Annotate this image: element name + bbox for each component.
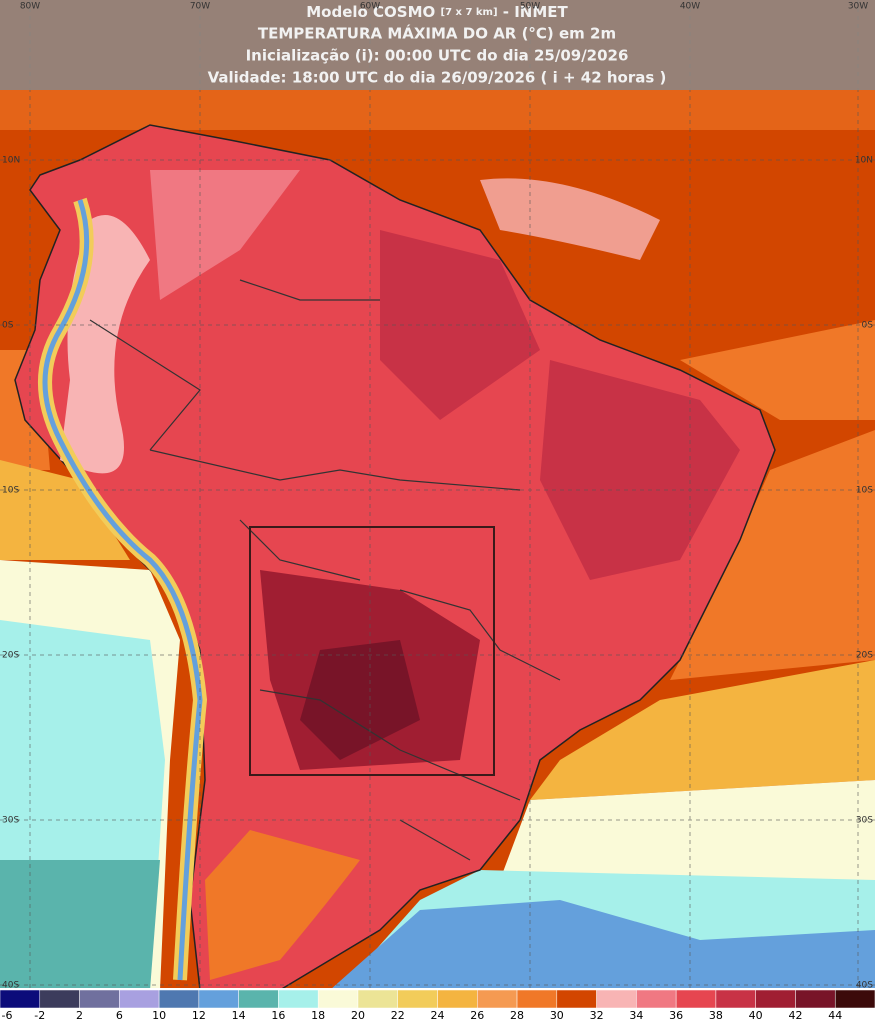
lat-label: 40S [856,981,873,991]
colorbar-label: 12 [192,1009,206,1022]
lon-label: 70W [190,2,210,12]
colorbar-swatch [397,989,438,1009]
lat-label: 20S [2,651,19,661]
lat-label: 30S [2,816,19,826]
lon-label: 30W [848,2,868,12]
colorbar-label: 16 [271,1009,285,1022]
ocean-band [530,660,875,800]
lat-label: 10N [855,156,873,166]
lat-label: 40S [2,981,19,991]
region [150,170,300,300]
colorbar-swatch [596,989,637,1009]
colorbar-label: 24 [431,1009,445,1022]
lat-label: 10N [2,156,20,166]
focus-box [249,526,495,776]
colorbar-swatch [556,989,597,1009]
region [205,830,360,980]
colorbar-label: 28 [510,1009,524,1022]
header-band [0,0,875,90]
ocean-band [0,860,160,990]
init-time: Inicialização (i): 00:00 UTC do dia 25/0… [246,47,629,65]
colorbar-label: -2 [34,1009,45,1022]
continent [14,124,776,991]
ocean-band [0,460,130,560]
colorbar-label: 34 [629,1009,643,1022]
colorbar-swatch [516,989,558,1009]
lat-label: 0S [862,321,874,331]
lat-label: 10S [856,486,873,496]
title-main: Modelo COSMO [306,3,435,21]
colorbar-swatch [834,989,875,1009]
colorbar-label: 10 [152,1009,166,1022]
colorbar-label: 38 [709,1009,723,1022]
ocean-band [680,320,875,420]
colorbar-swatch [357,989,398,1009]
title-org: - INMET [503,3,569,21]
colorbar-label: 26 [470,1009,484,1022]
lon-label: 60W [360,2,380,12]
colorbar-label: 14 [232,1009,246,1022]
region [540,360,740,580]
andes-peaks [42,199,203,981]
colorbar-label: 40 [749,1009,763,1022]
colorbar-label: -6 [2,1009,13,1022]
colorbar-swatch [675,989,717,1009]
ocean-band [330,900,875,990]
lat-label: 20S [856,651,873,661]
colorbar-swatch [39,989,80,1009]
colorbar-swatch [79,989,120,1009]
lon-label: 50W [520,2,540,12]
colorbar-label: 2 [76,1009,83,1022]
colorbar-label: 20 [351,1009,365,1022]
region [300,640,420,760]
colorbar-label: 30 [550,1009,564,1022]
title-res: [7 x 7 km] [441,7,498,18]
colorbar-swatch [636,989,677,1009]
ocean-band [500,780,875,880]
colorbar-swatch [795,989,836,1009]
colorbar-swatch [238,989,279,1009]
colorbar-label: 18 [311,1009,325,1022]
variable: TEMPERATURA MÁXIMA DO AR (°C) em 2m [258,24,616,43]
colorbar-label: 32 [590,1009,604,1022]
title: Modelo COSMO [7 x 7 km] - INMET [306,3,568,21]
colorbar-label: 44 [828,1009,842,1022]
border [89,279,561,861]
colorbar-swatch [278,989,319,1009]
lat-label: 10S [2,486,19,496]
colorbar-swatch [198,989,239,1009]
colorbar-label: 22 [391,1009,405,1022]
colorbar-swatch [119,989,160,1009]
colorbar-swatch [715,989,756,1009]
colorbar-swatch [317,989,359,1009]
cloud-band [480,178,660,260]
colorbar-swatch [477,989,518,1009]
lon-label: 80W [20,2,40,12]
colorbar-swatch [0,989,41,1009]
colorbar-label: 6 [116,1009,123,1022]
colorbar-label: 42 [788,1009,802,1022]
colorbar-swatch [437,989,478,1009]
ocean-band [0,90,875,130]
colorbar-label: 36 [669,1009,683,1022]
ocean-band [670,430,875,680]
lon-label: 40W [680,2,700,12]
colorbar-swatch [158,989,200,1009]
lat-label: 30S [856,816,873,826]
lat-label: 0S [2,321,14,331]
valid-time: Validade: 18:00 UTC do dia 26/09/2026 ( … [208,69,667,87]
colorbar-swatch [755,989,796,1009]
